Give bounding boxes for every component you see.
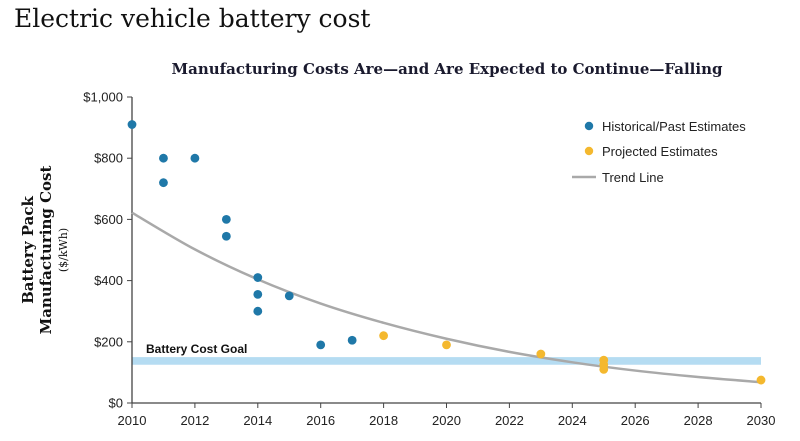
y-tick-label: $800	[94, 151, 123, 166]
y-tick-label: $0	[109, 396, 123, 411]
x-tick-label: 2012	[180, 413, 209, 428]
historical-point	[253, 306, 263, 316]
x-tick-label: 2030	[747, 413, 776, 428]
y-axis-unit: ($/kWh)	[57, 228, 70, 272]
y-tick-label: $600	[94, 212, 123, 227]
historical-point	[221, 215, 231, 224]
projected-point	[599, 364, 609, 374]
trend-line	[131, 211, 762, 384]
legend-historical-marker	[584, 121, 594, 131]
historical-point	[253, 273, 263, 282]
goal-band-label: Battery Cost Goal	[146, 342, 247, 356]
page-title: Electric vehicle battery cost	[14, 4, 371, 33]
projected-point	[756, 375, 766, 385]
y-tick-label: $200	[94, 334, 123, 349]
legend-trend-label: Trend Line	[602, 170, 664, 185]
historical-point	[159, 153, 168, 163]
historical-point	[284, 291, 294, 301]
y-axis-label: Battery Pack Manufacturing Cost ($/kWh)	[19, 166, 70, 335]
x-tick-label: 2020	[432, 413, 461, 428]
legend-projected-label: Projected Estimates	[602, 144, 718, 159]
legend-historical-label: Historical/Past Estimates	[602, 119, 746, 134]
x-tick-label: 2016	[306, 413, 335, 428]
y-tick-label: $1,000	[83, 90, 123, 105]
x-tick-label: 2014	[243, 413, 272, 428]
historical-point	[347, 335, 357, 345]
historical-point	[221, 231, 231, 241]
legend: Historical/Past Estimates Projected Esti…	[572, 119, 746, 185]
historical-point	[127, 120, 137, 129]
x-tick-label: 2026	[621, 413, 650, 428]
historical-point	[316, 340, 326, 350]
legend-projected-marker	[584, 146, 594, 156]
historical-point	[253, 289, 263, 299]
projected-point	[536, 349, 546, 359]
projected-point	[442, 340, 451, 350]
y-axis-label-line2: Manufacturing Cost	[37, 166, 55, 335]
historical-point	[190, 153, 200, 163]
x-tick-label: 2028	[684, 413, 713, 428]
goal-band	[132, 357, 761, 365]
x-tick-label: 2018	[369, 413, 398, 428]
y-tick-label: $400	[94, 273, 123, 288]
historical-point	[159, 178, 168, 188]
chart-subtitle: Manufacturing Costs Are—and Are Expected…	[172, 60, 723, 78]
x-tick-label: 2022	[495, 413, 524, 428]
x-tick-label: 2024	[558, 413, 587, 428]
x-tick-label: 2010	[118, 413, 147, 428]
y-axis-label-line1: Battery Pack	[19, 196, 37, 304]
projected-point	[379, 331, 388, 341]
